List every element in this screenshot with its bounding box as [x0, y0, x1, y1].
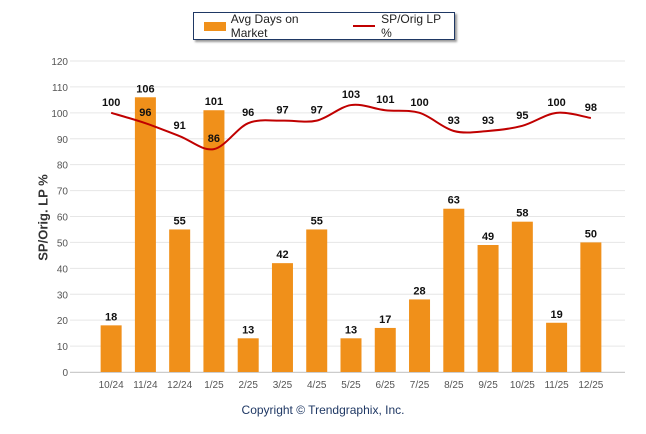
- line-value-label: 100: [547, 97, 565, 109]
- bar: [443, 208, 465, 372]
- bar: [203, 110, 225, 372]
- bar: [134, 97, 156, 373]
- x-tick-label: 5/25: [341, 380, 361, 391]
- legend-line-label: SP/Orig LP %: [381, 12, 441, 40]
- line-value-label: 100: [410, 97, 428, 109]
- x-tick-label: 11/25: [544, 380, 569, 391]
- y-tick-label: 30: [57, 290, 69, 301]
- bar-value-label: 13: [345, 324, 357, 336]
- bar-value-label: 28: [413, 285, 425, 297]
- line-value-label: 103: [342, 89, 360, 101]
- x-tick-label: 4/25: [307, 380, 327, 391]
- y-tick-label: 90: [57, 135, 69, 146]
- y-tick-label: 0: [62, 368, 68, 379]
- y-tick-label: 40: [57, 264, 69, 275]
- legend: Avg Days on Market SP/Orig LP %: [193, 12, 455, 40]
- y-tick-label: 20: [57, 316, 69, 327]
- bar-value-label: 19: [550, 309, 562, 321]
- bar-value-label: 58: [516, 208, 528, 220]
- x-tick-label: 11/24: [133, 380, 158, 391]
- legend-bar-label: Avg Days on Market: [230, 12, 299, 40]
- bar: [580, 242, 602, 372]
- bar-value-label: 106: [136, 83, 154, 95]
- line-value-label: 97: [311, 105, 323, 117]
- bar: [374, 327, 396, 372]
- copyright: Copyright © Trendgraphix, Inc.: [241, 403, 405, 417]
- y-tick-label: 100: [51, 109, 68, 120]
- line-value-label: 97: [276, 105, 288, 117]
- line-value-label: 91: [174, 120, 186, 132]
- x-tick-label: 2/25: [238, 380, 258, 391]
- line-value-label: 93: [448, 115, 460, 127]
- x-tick-label: 9/25: [478, 380, 498, 391]
- line-value-label: 101: [376, 94, 394, 106]
- bar-value-label: 50: [585, 228, 597, 240]
- line-value-label: 93: [482, 115, 494, 127]
- x-tick-label: 3/25: [273, 380, 293, 391]
- bar-value-label: 17: [379, 314, 391, 326]
- bar: [511, 221, 533, 372]
- line-value-label: 100: [102, 97, 120, 109]
- y-axis-label: SP/Orig. LP %: [35, 174, 51, 261]
- legend-bar-swatch: [204, 21, 226, 31]
- bar: [169, 229, 191, 372]
- line-value-label: 96: [139, 107, 151, 119]
- x-tick-label: 12/25: [578, 380, 603, 391]
- bar-value-label: 63: [448, 195, 460, 207]
- x-tick-label: 10/25: [510, 380, 535, 391]
- x-tick-label: 8/25: [444, 380, 464, 391]
- x-tick-label: 6/25: [376, 380, 396, 391]
- bar: [100, 325, 122, 372]
- y-tick-label: 50: [57, 238, 69, 249]
- x-tick-label: 10/24: [99, 380, 124, 391]
- bar-value-label: 101: [205, 96, 223, 108]
- bar: [409, 299, 431, 372]
- line-value-label: 95: [516, 110, 528, 122]
- line-value-label: 86: [208, 133, 220, 145]
- y-tick-label: 10: [57, 342, 69, 353]
- y-tick-label: 60: [57, 213, 69, 224]
- bar-value-label: 18: [105, 311, 117, 323]
- line-series: [110, 103, 592, 151]
- bar-value-label: 55: [174, 215, 186, 227]
- line-value-label: 96: [242, 107, 254, 119]
- bar: [546, 322, 568, 372]
- bar: [477, 245, 499, 372]
- bar: [237, 338, 259, 372]
- x-tick-label: 12/24: [167, 380, 192, 391]
- x-tick-label: 7/25: [410, 380, 430, 391]
- legend-line-swatch: [353, 25, 376, 27]
- bar: [271, 263, 293, 372]
- y-tick-label: 120: [51, 57, 68, 68]
- x-tick-label: 1/25: [204, 380, 224, 391]
- y-tick-label: 110: [52, 83, 68, 94]
- bar: [306, 229, 328, 372]
- bar-value-label: 42: [276, 249, 288, 261]
- line-value-label: 98: [585, 102, 597, 114]
- bar-value-label: 49: [482, 231, 494, 243]
- y-tick-label: 80: [57, 161, 69, 172]
- y-tick-label: 70: [57, 187, 69, 198]
- bar-value-label: 13: [242, 324, 254, 336]
- bar: [340, 338, 362, 372]
- bar-value-label: 55: [311, 215, 323, 227]
